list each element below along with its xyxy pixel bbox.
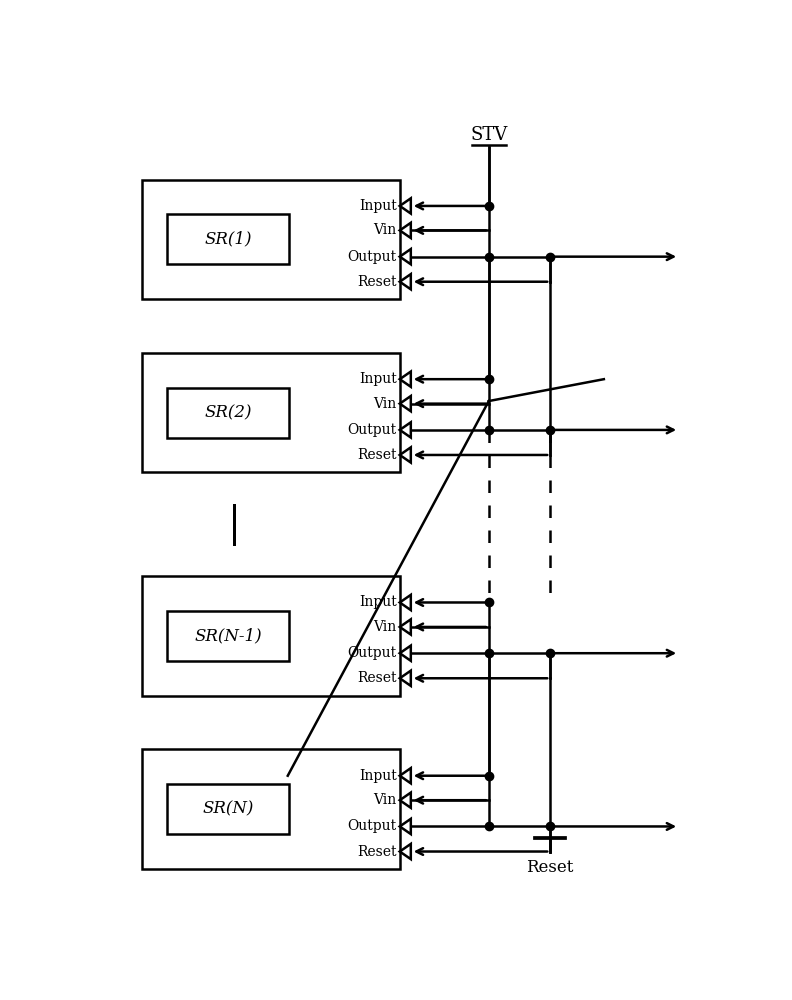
Text: Output: Output	[348, 646, 397, 660]
Text: Output: Output	[348, 423, 397, 437]
Polygon shape	[400, 819, 411, 834]
Polygon shape	[400, 595, 411, 610]
Bar	[142, 749, 400, 869]
Text: Output: Output	[348, 250, 397, 264]
Text: Vin: Vin	[374, 793, 397, 807]
Polygon shape	[400, 372, 411, 387]
Text: Output: Output	[348, 819, 397, 833]
Text: SR(2): SR(2)	[204, 404, 252, 421]
Polygon shape	[400, 223, 411, 238]
Bar	[142, 576, 400, 696]
Polygon shape	[400, 396, 411, 411]
Polygon shape	[400, 768, 411, 783]
Polygon shape	[400, 844, 411, 859]
Polygon shape	[400, 671, 411, 686]
Text: Input: Input	[359, 595, 397, 609]
Polygon shape	[400, 422, 411, 438]
Polygon shape	[400, 249, 411, 264]
Text: SR(N-1): SR(N-1)	[194, 627, 261, 644]
Text: Input: Input	[359, 372, 397, 386]
Text: Vin: Vin	[374, 397, 397, 411]
Text: Reset: Reset	[357, 845, 397, 859]
Polygon shape	[400, 198, 411, 214]
Text: SR(1): SR(1)	[204, 231, 252, 248]
Text: Input: Input	[359, 769, 397, 783]
Text: Reset: Reset	[357, 671, 397, 685]
Polygon shape	[400, 274, 411, 289]
Text: SR(N): SR(N)	[202, 801, 253, 818]
Text: Reset: Reset	[357, 448, 397, 462]
Text: Input: Input	[359, 199, 397, 213]
Polygon shape	[400, 447, 411, 463]
Polygon shape	[400, 793, 411, 808]
Text: Vin: Vin	[374, 620, 397, 634]
Bar	[166, 784, 289, 834]
Polygon shape	[400, 619, 411, 635]
Text: STV: STV	[470, 126, 508, 144]
Bar	[166, 611, 289, 661]
Text: Vin: Vin	[374, 223, 397, 237]
Bar	[166, 214, 289, 264]
Bar	[142, 180, 400, 299]
Bar	[166, 388, 289, 438]
Text: Reset: Reset	[527, 859, 574, 876]
Text: Reset: Reset	[357, 275, 397, 289]
Polygon shape	[400, 646, 411, 661]
Bar	[142, 353, 400, 472]
